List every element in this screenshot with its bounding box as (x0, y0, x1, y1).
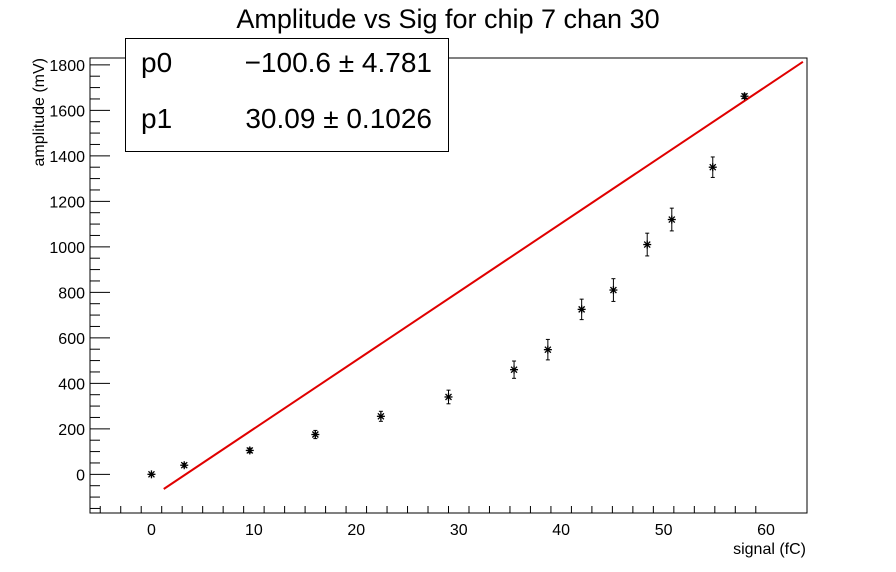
points-layer (147, 92, 749, 479)
axis-ticks: 0 10 20 30 40 50 60020040060080010001200140016… (49, 58, 775, 539)
data-point (376, 410, 385, 422)
data-point (311, 429, 320, 440)
chart-title: Amplitude vs Sig for chip 7 chan 30 (236, 4, 660, 34)
data-point (609, 278, 618, 302)
marker-stroke (741, 92, 748, 100)
marker-stroke (578, 305, 586, 313)
marker-stroke (544, 346, 552, 354)
data-point (643, 232, 652, 257)
x-tick-label: 0 (147, 522, 156, 539)
stat-name-p0: p0 (141, 47, 173, 78)
y-tick-label: 1600 (49, 103, 85, 120)
data-point (147, 470, 156, 479)
marker-stroke (246, 446, 254, 454)
marker-stroke (609, 286, 617, 294)
data-point (577, 298, 586, 321)
y-tick-label: 800 (58, 285, 85, 302)
x-tick-label: 60 (757, 522, 775, 539)
y-tick-label: 0 (76, 467, 85, 484)
y-axis-label: amplitude (mV) (31, 58, 48, 166)
x-tick-label: 40 (552, 522, 570, 539)
stat-value-p1: 30.09 ± 0.1026 (245, 103, 432, 134)
x-tick-label: 10 (245, 522, 263, 539)
marker-stroke (377, 412, 385, 420)
stat-row-p1: p1 30.09 ± 0.1026 (126, 103, 448, 143)
marker-stroke (510, 366, 518, 374)
y-tick-label: 600 (58, 331, 85, 348)
data-point (740, 92, 749, 101)
fit-line (163, 61, 804, 490)
data-point (667, 207, 676, 232)
data-point (444, 389, 453, 405)
stat-row-p0: p0 −100.6 ± 4.781 (126, 47, 448, 87)
data-point (245, 446, 254, 455)
y-tick-label: 400 (58, 376, 85, 393)
data-point (543, 338, 552, 361)
x-axis-label: signal (fC) (733, 541, 806, 558)
y-tick-label: 200 (58, 422, 85, 439)
marker-stroke (668, 216, 676, 223)
y-tick-label: 1000 (49, 240, 85, 257)
x-tick-label: 20 (347, 522, 365, 539)
marker-stroke (147, 470, 155, 478)
x-tick-label: 50 (655, 522, 673, 539)
marker-stroke (643, 241, 651, 249)
y-tick-label: 1200 (49, 194, 85, 211)
marker-stroke (445, 393, 452, 401)
data-point (510, 360, 519, 379)
y-tick-label: 1800 (49, 58, 85, 75)
y-tick-label: 1400 (49, 149, 85, 166)
marker-stroke (180, 461, 188, 469)
fit-stats-box: p0 −100.6 ± 4.781 p1 30.09 ± 0.1026 (125, 38, 449, 152)
marker-stroke (311, 431, 319, 438)
x-tick-label: 30 (450, 522, 468, 539)
stat-name-p1: p1 (141, 103, 173, 134)
marker-stroke (709, 163, 717, 171)
data-point (180, 461, 189, 470)
stat-value-p0: −100.6 ± 4.781 (244, 47, 432, 78)
data-point (708, 156, 717, 178)
fit-layer (163, 61, 804, 490)
